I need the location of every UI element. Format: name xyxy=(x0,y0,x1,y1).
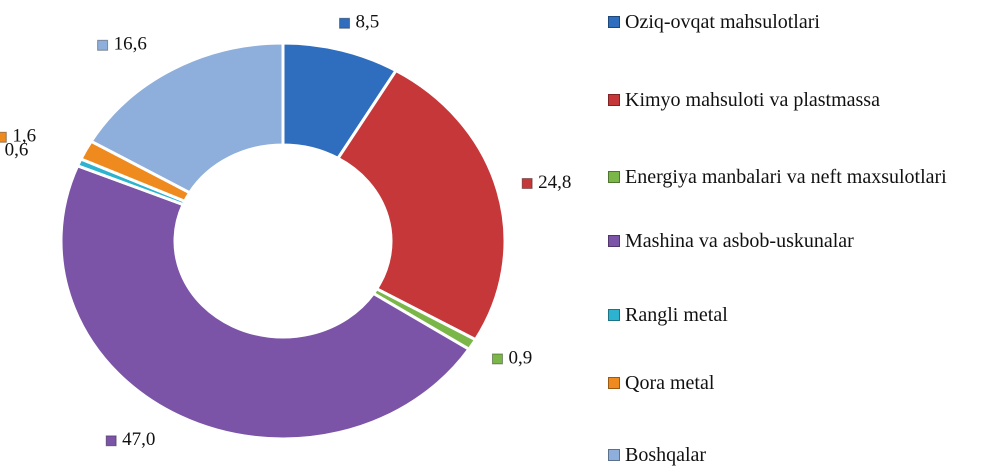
label-marker xyxy=(105,435,117,447)
legend-item: Qora metal xyxy=(608,371,993,395)
data-label: 16,6 xyxy=(114,34,147,55)
legend-item: Kimyo mahsuloti va plastmassa xyxy=(608,88,993,112)
label-marker xyxy=(0,131,7,143)
legend-label: Rangli metal xyxy=(625,304,728,326)
legend-swatch xyxy=(608,449,620,461)
donut-slice xyxy=(59,163,472,441)
legend-swatch xyxy=(608,377,620,389)
legend-label: Mashina va asbob-uskunalar xyxy=(625,230,854,252)
data-label: 24,8 xyxy=(538,172,571,193)
legend-swatch xyxy=(608,94,620,106)
donut-slice xyxy=(335,68,507,342)
label-marker xyxy=(521,177,533,189)
donut-slice xyxy=(89,41,285,195)
legend-item: Energiya manbalari va neft maxsulotlari xyxy=(608,165,993,189)
legend-label: Kimyo mahsuloti va plastmassa xyxy=(625,89,880,111)
data-label: 1,6 xyxy=(12,126,36,147)
legend-label: Oziq-ovqat mahsulotlari xyxy=(625,11,820,33)
legend-item: Rangli metal xyxy=(608,303,993,327)
legend-label: Qora metal xyxy=(625,372,715,394)
legend-swatch xyxy=(608,171,620,183)
legend-item: Boshqalar xyxy=(608,443,993,467)
data-label: 47,0 xyxy=(122,429,155,450)
legend-label: Energiya manbalari va neft maxsulotlari xyxy=(625,166,947,188)
legend-label: Boshqalar xyxy=(625,444,707,466)
data-label: 8,5 xyxy=(356,12,380,33)
data-label: 0,9 xyxy=(508,347,532,368)
plot-area: 8,5 24,8 0,9 47,0 0,61,6 16,6 xyxy=(0,12,571,450)
legend-item: Oziq-ovqat mahsulotlari xyxy=(608,10,993,34)
legend: Oziq-ovqat mahsulotlari Kimyo mahsuloti v… xyxy=(608,0,993,468)
label-marker xyxy=(339,17,351,29)
label-marker xyxy=(491,353,503,365)
legend-swatch xyxy=(608,235,620,247)
data-label: 0,6 xyxy=(5,140,29,161)
label-marker xyxy=(97,39,109,51)
legend-swatch xyxy=(608,309,620,321)
legend-item: Mashina va asbob-uskunalar xyxy=(608,229,993,253)
legend-swatch xyxy=(608,16,620,28)
